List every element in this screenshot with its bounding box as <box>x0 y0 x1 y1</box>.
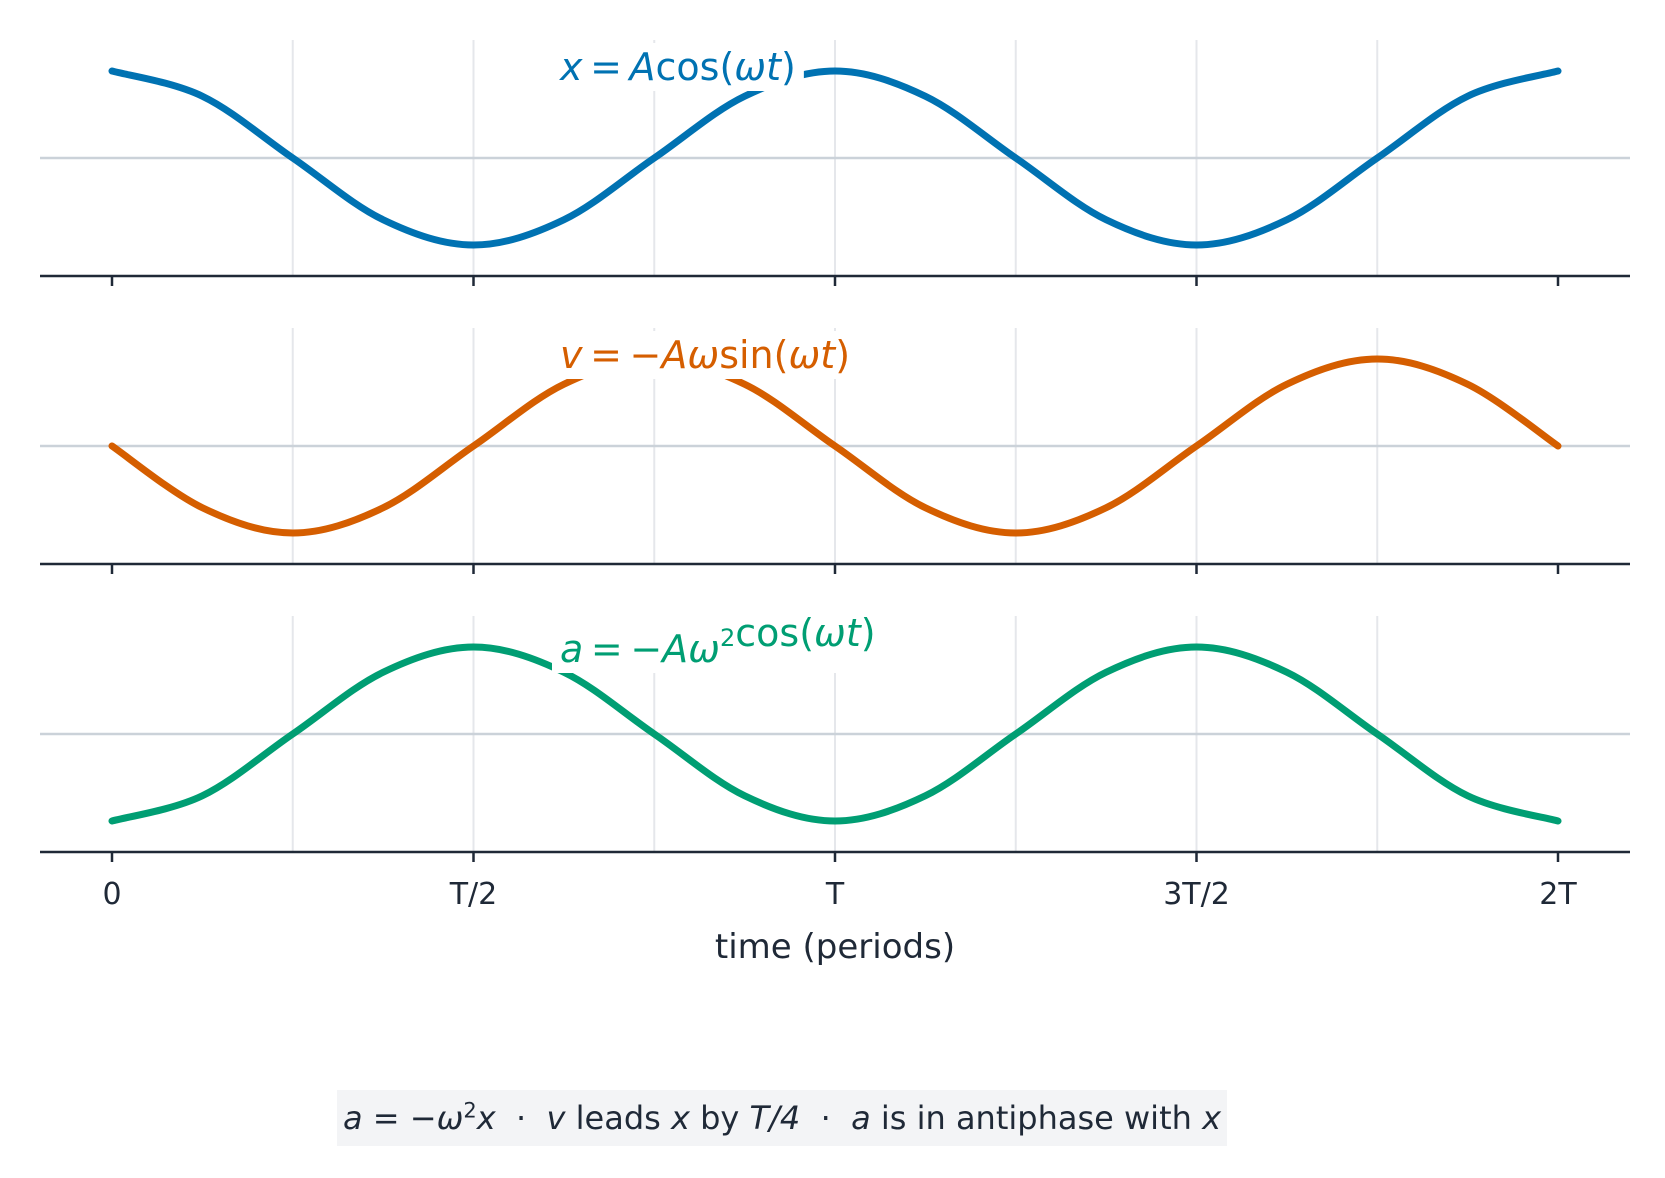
panel-2-label-arg: ωt <box>788 333 837 377</box>
panel-2-label-lhs: v <box>560 333 583 377</box>
annotation-by: by <box>689 1099 750 1137</box>
annotation-sup: 2 <box>463 1098 477 1123</box>
annotation-leads: leads <box>565 1099 671 1137</box>
annotation-a2: a <box>851 1099 871 1137</box>
panel-2-label-amp: Aω <box>658 333 719 377</box>
panel-1-label-fn: cos( <box>656 45 735 89</box>
annotation-t4: T/4 <box>749 1099 801 1137</box>
panel-1-label: x = Acos(ωt) <box>559 45 796 89</box>
panel-1-label-lhs: x <box>559 45 583 89</box>
panel-3-label-amp: Aω <box>659 627 720 671</box>
annotation-box: a = −ω2x · v leads x by T/4 · a is in an… <box>337 1090 1227 1146</box>
panel-3-label-neg: − <box>630 627 662 671</box>
x-tick-label-3: T <box>825 877 845 912</box>
x-tick-label-2: T/2 <box>449 877 498 912</box>
panel-3-label-sup: 2 <box>720 624 735 652</box>
panel-2-label-bg <box>552 331 859 379</box>
x-tick-label-1: 0 <box>102 877 121 912</box>
panel-2-label-close: ) <box>835 333 850 377</box>
panel-3-label-eq: = <box>583 627 630 671</box>
panel-3-label-lhs: a <box>560 627 583 671</box>
panel-1-label-eq: = <box>583 45 630 89</box>
series-2-line <box>108 355 1562 537</box>
annotation-omega: ω <box>436 1099 464 1137</box>
annotation-anti: is in antiphase with <box>870 1099 1203 1137</box>
panel-3-label-arg: ωt <box>814 611 863 655</box>
annotation-x3: x <box>1202 1099 1221 1137</box>
panel-2-label-eq: = <box>583 333 630 377</box>
panel-3-label-bg <box>552 609 884 673</box>
series-3-line <box>108 643 1562 825</box>
x-tick-label-4: 3T/2 <box>1163 877 1230 912</box>
x-tick-label-5: 2T <box>1539 877 1577 912</box>
panel-2-label-neg: − <box>630 333 662 377</box>
annotation-sep2: · <box>800 1099 852 1137</box>
annotation-x2: x <box>671 1099 690 1137</box>
panel-3-label-fn: cos( <box>735 611 814 655</box>
panel-3-label: a = −Aω2cos(ωt) <box>560 611 876 671</box>
panel-2-label: v = −Aωsin(ωt) <box>560 333 850 377</box>
annotation-eq: = − <box>362 1099 437 1137</box>
x-axis-title: time (periods) <box>715 927 955 967</box>
panel-1-label-arg: ωt <box>734 45 783 89</box>
panel-1-label-amp: A <box>627 45 656 89</box>
panel-1-label-close: ) <box>781 45 796 89</box>
panel-2-label-fn: sin( <box>719 333 788 377</box>
panel-1-label-bg <box>551 43 804 91</box>
annotation-x1: x <box>476 1099 496 1137</box>
panel-3-label-close: ) <box>861 611 876 655</box>
annotation-a: a <box>343 1099 363 1137</box>
series-1-line <box>108 67 1562 249</box>
annotation-sep1: · <box>495 1099 547 1137</box>
annotation-v: v <box>546 1099 566 1137</box>
